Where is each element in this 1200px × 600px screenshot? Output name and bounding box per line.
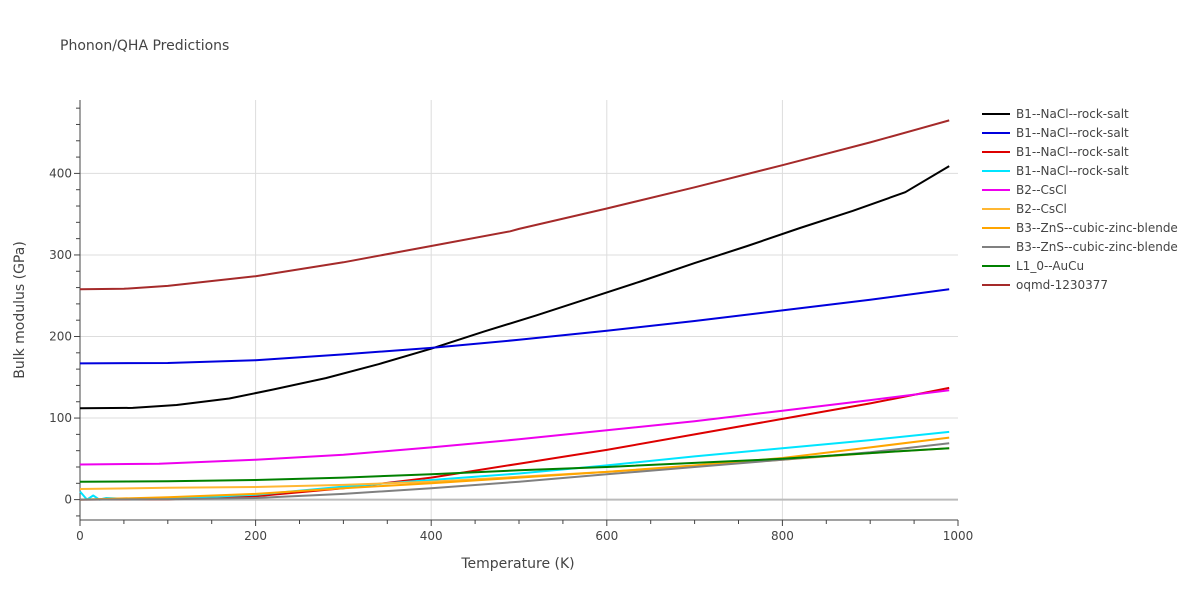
series-line-4 <box>79 389 950 466</box>
legend-label: B3--ZnS--cubic-zinc-blende <box>1016 240 1178 254</box>
axes: 0 200 400 600 800 1000 0 100 200 300 400 <box>49 100 973 543</box>
x-tick-label: 600 <box>595 529 618 543</box>
x-tick-label: 200 <box>244 529 267 543</box>
y-tick-label: 400 <box>49 166 72 180</box>
legend-label: B1--NaCl--rock-salt <box>1016 145 1129 159</box>
legend-label: L1_0--AuCu <box>1016 259 1084 273</box>
series-line-6 <box>79 436 950 501</box>
x-tick-label: 400 <box>420 529 443 543</box>
series-line-8 <box>79 447 950 483</box>
y-tick-label: 100 <box>49 411 72 425</box>
series-line-0 <box>79 165 950 410</box>
series-line-3 <box>79 430 950 501</box>
legend-label: B1--NaCl--rock-salt <box>1016 126 1129 140</box>
series-line-9 <box>79 119 950 291</box>
y-tick-label: 0 <box>64 493 72 507</box>
series-line-2 <box>79 386 950 501</box>
y-tick-label: 300 <box>49 248 72 262</box>
grid <box>80 100 958 520</box>
chart-title: Phonon/QHA Predictions <box>60 38 229 54</box>
y-axis-label: Bulk modulus (GPa) <box>12 241 28 379</box>
x-tick-label: 800 <box>771 529 794 543</box>
y-tick-label: 200 <box>49 330 72 344</box>
x-axis-label: Temperature (K) <box>460 556 574 572</box>
series-line-1 <box>79 288 950 365</box>
legend-label: B2--CsCl <box>1016 202 1067 216</box>
legend-label: B1--NaCl--rock-salt <box>1016 164 1129 178</box>
x-tick-label: 1000 <box>943 529 974 543</box>
legend: B1--NaCl--rock-salt B1--NaCl--rock-salt B1… <box>982 107 1178 292</box>
x-tick-label: 0 <box>76 529 84 543</box>
legend-label: oqmd-1230377 <box>1016 278 1108 292</box>
legend-label: B3--ZnS--cubic-zinc-blende <box>1016 221 1178 235</box>
legend-label: B1--NaCl--rock-salt <box>1016 107 1129 121</box>
series <box>79 119 950 501</box>
legend-label: B2--CsCl <box>1016 183 1067 197</box>
